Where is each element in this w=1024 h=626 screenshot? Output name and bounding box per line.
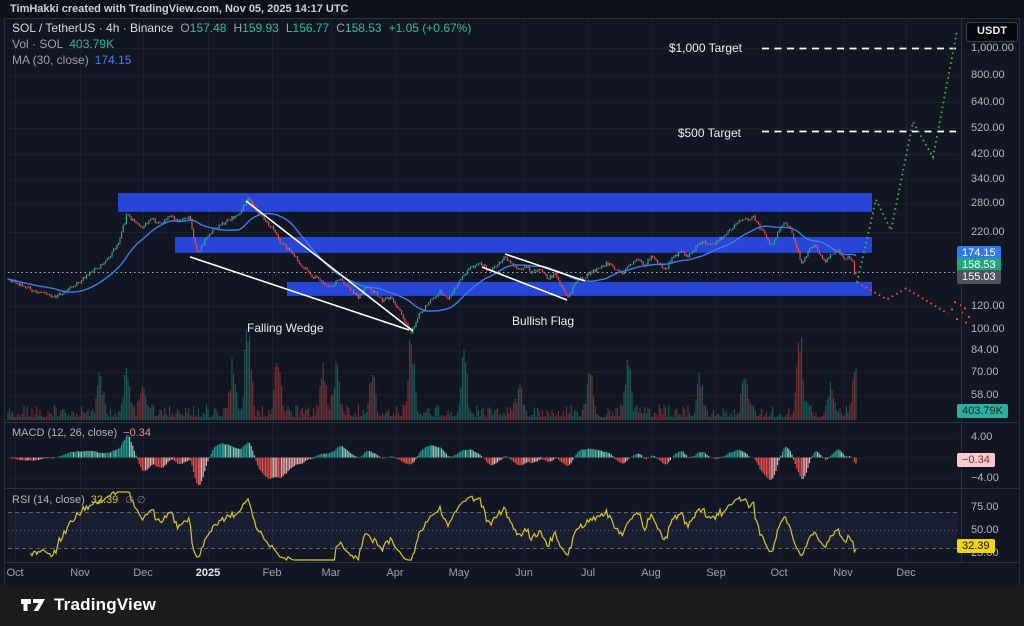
macd-axis-tick: −4.00 <box>971 471 999 484</box>
ohlc-low-label: L <box>285 21 293 35</box>
time-axis-label: Jul <box>580 567 596 579</box>
time-axis-label: Nov <box>70 567 90 579</box>
volume-label: Vol · SOL <box>12 37 64 51</box>
price-axis-tick: 84.00 <box>971 343 999 356</box>
price-axis-tick: 58.00 <box>971 388 999 401</box>
ohlc-open-value: 157.48 <box>189 21 227 35</box>
rsi-value: 32.39 <box>90 494 119 506</box>
falling-wedge-label[interactable]: Falling Wedge <box>247 321 324 335</box>
price-axis-tick: 520.00 <box>971 121 1005 134</box>
price-axis-tick: 70.00 <box>971 365 999 378</box>
price-axis-tick: 800.00 <box>971 69 1005 82</box>
time-axis-label: Mar <box>321 567 341 579</box>
time-axis-label: Dec <box>133 567 153 579</box>
price-axis-tick: 100.00 <box>971 322 1005 335</box>
macd-axis-tick: 4.00 <box>971 431 993 444</box>
change-value: +1.05 (+0.67%) <box>388 21 472 35</box>
symbol-legend: SOL / TetherUS · 4h · Binance O157.48 H159… <box>12 21 471 69</box>
price-axis-tick: 280.00 <box>971 197 1005 210</box>
rsi-extra-icons: ∅ ∅ <box>125 495 146 506</box>
price-axis-tick: 420.00 <box>971 147 1005 160</box>
time-axis-label: Aug <box>641 567 661 579</box>
volume-legend-row[interactable]: Vol · SOL 403.79K <box>12 37 471 52</box>
tradingview-logo-icon <box>21 599 45 611</box>
ohlc-low-value: 156.77 <box>292 21 330 35</box>
rsi-value-badge: 32.39 <box>957 539 995 553</box>
time-axis-label: Dec <box>896 567 916 579</box>
attribution-bar: TimHakki created with TradingView.com, N… <box>0 0 1024 18</box>
price-axis-tick: 340.00 <box>971 173 1005 186</box>
time-axis-label: Jun <box>515 567 533 579</box>
price-axis-tick: 220.00 <box>971 226 1005 239</box>
tradingview-logo-text: TradingView <box>54 595 157 614</box>
volume-badge: 403.79K <box>957 404 1008 418</box>
macd-value: −0.34 <box>123 427 151 439</box>
ohlc-high-label: H <box>233 21 243 35</box>
ohlc-close-label: C <box>336 21 345 35</box>
price-axis-tick: 120.00 <box>971 300 1005 313</box>
time-axis-label: Feb <box>262 567 282 579</box>
ma-legend-row[interactable]: MA (30, close) 174.15 <box>12 53 471 68</box>
symbol-title: SOL / TetherUS · 4h · Binance <box>12 21 174 35</box>
macd-label: MACD (12, 26, close) <box>12 427 118 439</box>
macd-legend[interactable]: MACD (12, 26, close) −0.34 <box>12 427 151 439</box>
attribution-text: TimHakki created with TradingView.com, N… <box>10 3 349 15</box>
alt-price-badge: 155.03 <box>957 270 1001 284</box>
currency-toggle-button[interactable]: USDT <box>966 22 1018 42</box>
symbol-legend-row[interactable]: SOL / TetherUS · 4h · Binance O157.48 H159… <box>12 21 471 36</box>
time-axis-label: Apr <box>386 567 404 579</box>
target-1000-label[interactable]: $1,000 Target <box>668 41 742 55</box>
last-price-badge: 158.53 <box>957 258 1001 272</box>
tradingview-logo[interactable]: TradingView <box>20 595 156 615</box>
ma-price-badge: 174.15 <box>957 246 1001 260</box>
target-500-label[interactable]: $500 Target <box>677 126 741 140</box>
ohlc-close-value: 158.53 <box>344 21 382 35</box>
time-axis-label: May <box>448 567 470 579</box>
rsi-axis-tick: 75.00 <box>971 501 999 513</box>
bullish-flag-label[interactable]: Bullish Flag <box>512 314 575 328</box>
time-axis-label: 2025 <box>195 567 221 579</box>
ma-value: 174.15 <box>94 53 132 67</box>
rsi-label: RSI (14, close) <box>12 494 85 506</box>
price-axis-tick: 640.00 <box>971 96 1005 109</box>
ma-label: MA (30, close) <box>12 53 89 67</box>
footer-bar: TradingView <box>0 585 1024 626</box>
macd-value-badge: −0.34 <box>957 453 995 467</box>
time-axis-label: Sep <box>706 567 726 579</box>
rsi-legend[interactable]: RSI (14, close) 32.39 ∅ ∅ <box>12 494 145 506</box>
volume-value: 403.79K <box>69 37 115 51</box>
time-axis-label: Nov <box>833 567 853 579</box>
time-axis-label: Oct <box>770 567 788 579</box>
time-axis-label: Oct <box>6 567 24 579</box>
ohlc-open-label: O <box>180 21 190 35</box>
rsi-axis-tick: 50.00 <box>971 524 999 536</box>
ohlc-high-value: 159.93 <box>242 21 279 35</box>
price-axis-tick: 1,000.00 <box>971 42 1014 54</box>
